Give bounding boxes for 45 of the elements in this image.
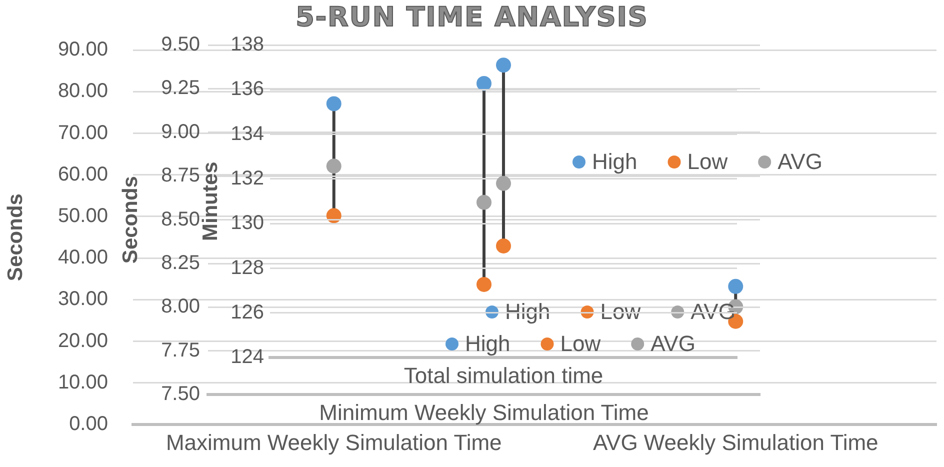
y-tick-label: 20.00: [58, 330, 108, 352]
y-tick-label: 8.25: [161, 252, 200, 274]
y-tick-label: 40.00: [58, 246, 108, 269]
y-axis-title: Minutes: [198, 162, 222, 241]
legend-label: High: [465, 331, 510, 356]
legend-label: AVG: [650, 331, 696, 356]
y-tick-label: 9.25: [161, 77, 200, 100]
y-tick-label: 90.00: [58, 38, 108, 61]
x-tick-label: AVG Weekly Simulation Time: [592, 430, 878, 455]
y-tick-label: 128: [230, 256, 264, 279]
chart-title: 5-RUN TIME ANALYSIS: [294, 2, 650, 33]
y-tick-label: 126: [230, 301, 264, 324]
y-axis-title: Seconds: [118, 176, 142, 264]
y-tick-label: 70.00: [58, 122, 108, 144]
y-tick-label: 7.50: [161, 383, 200, 406]
y-tick-label: 124: [230, 346, 264, 368]
y-tick-label: 0.00: [69, 413, 108, 436]
y-tick-label: 30.00: [58, 288, 108, 310]
y-tick-label: 60.00: [58, 163, 108, 186]
point: [326, 158, 342, 174]
point: [728, 278, 744, 294]
y-tick-label: 10.00: [58, 371, 108, 394]
legend-label: Low: [560, 331, 601, 356]
y-tick-label: 132: [230, 167, 264, 190]
x-tick-label: Total simulation time: [404, 362, 604, 388]
y-tick-label: 136: [230, 78, 264, 100]
y-tick-label: 8.00: [161, 296, 200, 318]
y-tick-label: 7.75: [161, 339, 200, 362]
point: [326, 208, 342, 224]
y-tick-label: 50.00: [58, 205, 108, 228]
y-tick-label: 8.75: [161, 164, 200, 187]
legend-label: AVG: [778, 149, 822, 174]
y-tick-label: 130: [230, 212, 264, 234]
legend-label: Low: [687, 149, 728, 174]
y-tick-label: 138: [230, 34, 264, 56]
x-tick-label: Minimum Weekly Simulation Time: [319, 400, 649, 425]
point: [326, 96, 342, 112]
y-axis-title: Seconds: [4, 194, 27, 282]
y-tick-label: 134: [230, 122, 264, 145]
y-tick-label: 80.00: [58, 80, 108, 102]
y-tick-label: 9.50: [161, 34, 200, 56]
y-tick-label: 9.00: [161, 120, 200, 143]
legend-label: High: [592, 149, 638, 174]
y-tick-label: 8.50: [161, 208, 200, 230]
x-tick-label: Maximum Weekly Simulation Time: [166, 430, 502, 455]
